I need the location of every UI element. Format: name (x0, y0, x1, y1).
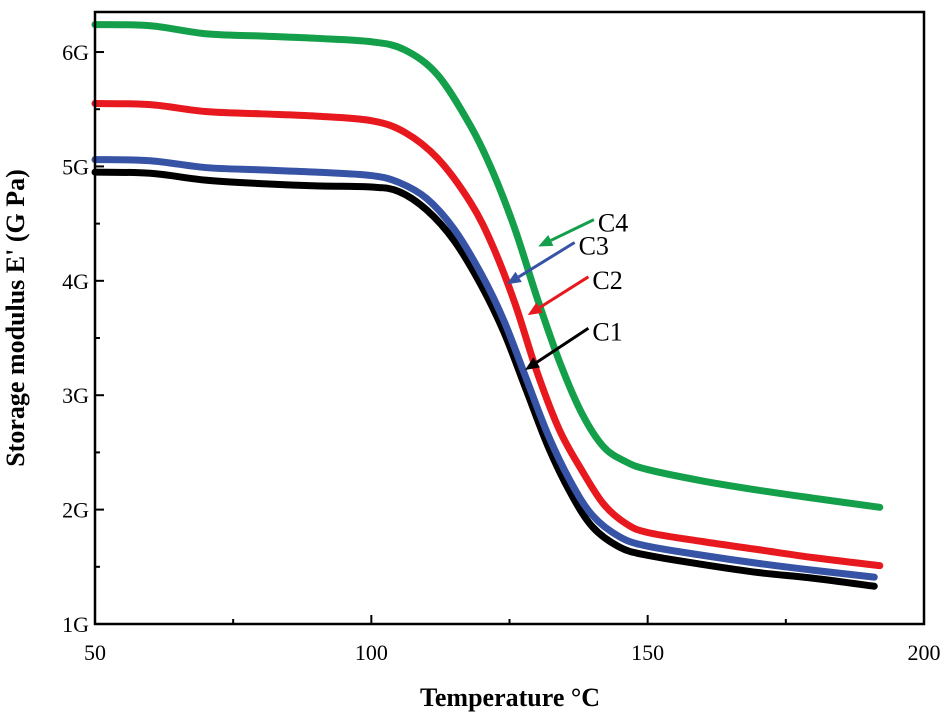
x-tick-label: 200 (908, 640, 941, 665)
series-line-c4 (91, 21, 884, 511)
y-axis-title: Storage modulus E' (G Pa) (1, 169, 30, 467)
annotation-arrowhead-c3 (506, 271, 522, 285)
plot-frame (93, 10, 926, 626)
annotation-arrow-c3 (517, 241, 576, 279)
y-tick-label: 1G (62, 612, 89, 637)
x-axis-title: Temperature °C (420, 683, 600, 712)
annotation-arrow-c1 (535, 327, 590, 364)
annotation-arrowhead-c2 (527, 302, 543, 316)
y-tick-label: 3G (62, 383, 89, 408)
series-label-c3: C3 (579, 232, 609, 261)
series-line-c1 (91, 168, 878, 590)
plot-lines (91, 21, 884, 590)
y-tick-label: 5G (62, 154, 89, 179)
x-tick-label: 100 (355, 640, 388, 665)
series-line-c2 (91, 100, 884, 570)
y-tick-label: 2G (62, 498, 89, 523)
y-tick-label: 6G (62, 40, 89, 65)
series-label-c1: C1 (592, 317, 622, 346)
annotation-arrow-c2 (538, 275, 590, 309)
annotation-arrowhead-c4 (538, 235, 554, 247)
x-tick-label: 50 (84, 640, 106, 665)
series-line-c3 (91, 156, 878, 581)
annotation-arrowhead-c1 (524, 357, 540, 371)
x-tick-label: 150 (631, 640, 664, 665)
annotation-arrow-c4 (550, 218, 595, 242)
y-tick-label: 4G (62, 269, 89, 294)
series-label-c2: C2 (592, 266, 622, 295)
axis-ticks: 50 100 150 200 1G 2G 3G 4G 5G 6G (62, 40, 940, 665)
series-label-c4: C4 (598, 209, 628, 238)
